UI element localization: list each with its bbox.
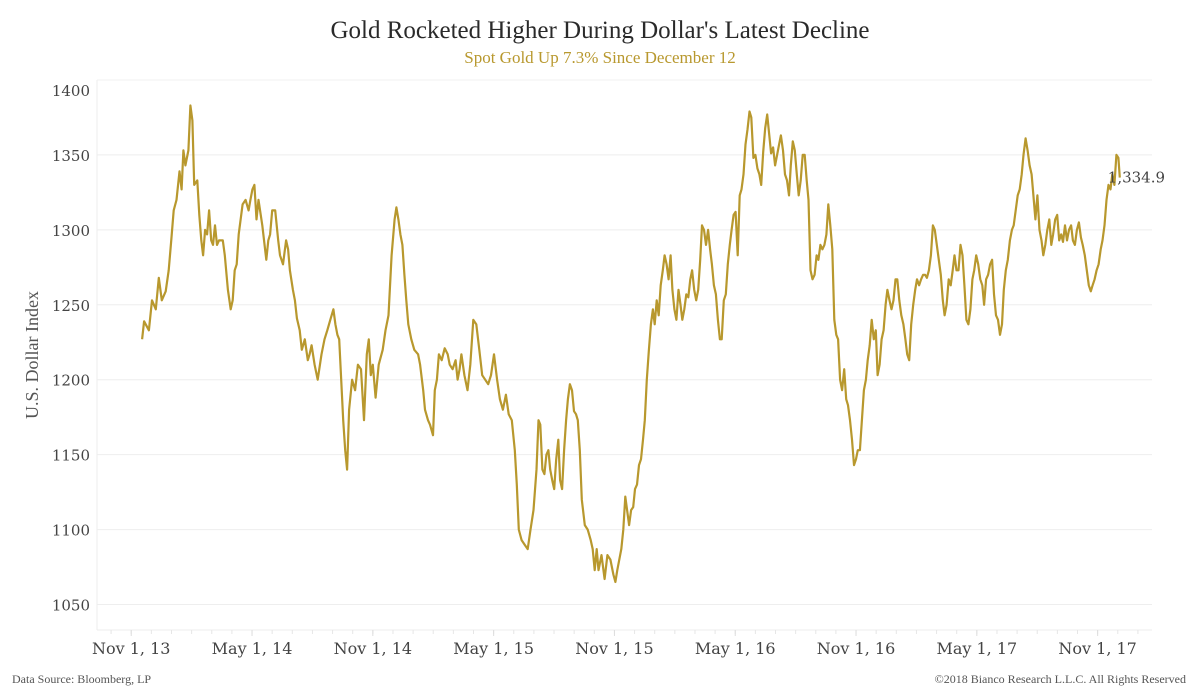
chart-title: Gold Rocketed Higher During Dollar's Lat… [330,17,870,44]
x-tick-label: May 1, 17 [936,639,1017,658]
x-tick-label: Nov 1, 16 [817,639,895,658]
y-tick-label: 1400 [52,82,90,100]
gridlines [96,79,1152,631]
y-tick-label: 1250 [52,297,90,315]
y-tick-label: 1050 [52,597,90,615]
x-tick-label: Nov 1, 14 [334,639,412,658]
x-tick-label: May 1, 14 [212,639,293,658]
x-axis-ticks: Nov 1, 13 May 1, 14 Nov 1, 14 May 1, 15 Nov … [92,630,1139,658]
end-value-label: 1,334.9 [1108,169,1165,187]
x-tick-label: May 1, 15 [453,639,534,658]
x-tick-label: Nov 1, 17 [1058,639,1136,658]
y-tick-label: 1150 [52,447,90,465]
y-axis-ticks: 1050 1100 1150 1200 1250 1300 1350 1400 [52,82,90,615]
x-tick-label: Nov 1, 13 [92,639,170,658]
y-tick-label: 1300 [52,222,90,240]
y-axis-title: U.S. Dollar Index [22,291,42,419]
x-tick-label: May 1, 16 [695,639,776,658]
data-source-note: Data Source: Bloomberg, LP [12,672,152,686]
y-tick-label: 1200 [52,372,90,390]
y-tick-label: 1350 [52,147,90,165]
y-tick-label: 1100 [52,522,90,540]
x-tick-label: Nov 1, 15 [575,639,653,658]
copyright-note: ©2018 Bianco Research L.L.C. All Rights … [934,672,1186,686]
series-line-spot-gold [141,104,1121,584]
chart-subtitle: Spot Gold Up 7.3% Since December 12 [464,48,736,67]
